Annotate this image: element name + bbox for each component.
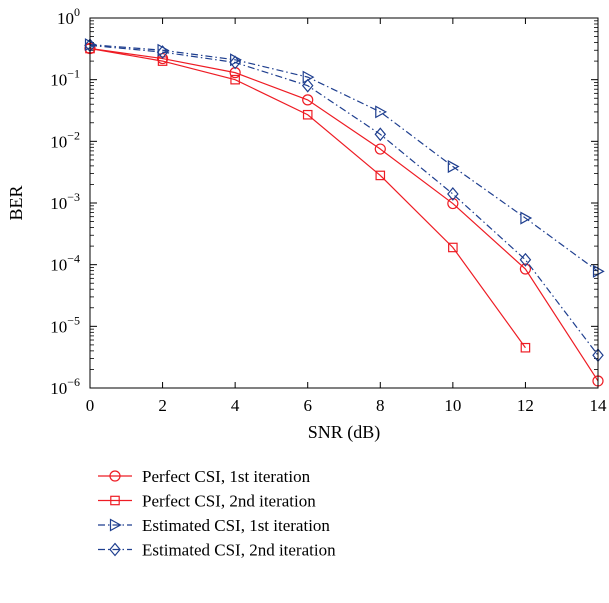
data-point-marker [520, 342, 531, 353]
x-tick-label: 6 [303, 396, 312, 415]
series-3 [84, 38, 605, 278]
legend-label: Estimated CSI, 2nd iteration [142, 541, 336, 560]
legend-item: Perfect CSI, 1st iteration [98, 467, 311, 486]
y-axis-label: BER [6, 185, 26, 220]
x-tick-label: 0 [86, 396, 95, 415]
data-point-marker [156, 45, 169, 60]
legend-item: Estimated CSI, 2nd iteration [98, 541, 336, 560]
data-point-marker [229, 55, 241, 70]
data-point-marker [447, 197, 459, 210]
y-tick-label: 10−4 [50, 252, 80, 275]
data-point-marker [374, 143, 386, 155]
x-tick-label: 2 [158, 396, 167, 415]
data-point-marker [157, 56, 168, 66]
x-tick-label: 4 [231, 396, 240, 415]
legend-marker [109, 518, 122, 532]
y-tick-label: 10−6 [50, 375, 80, 398]
x-tick-label: 10 [444, 396, 461, 415]
legend-marker [109, 470, 121, 482]
series-4 [84, 38, 604, 363]
data-point-marker [301, 78, 314, 93]
x-tick-label: 12 [517, 396, 534, 415]
axis-tick-labels: 0 2 4 6 8 10 12 14 100 10−1 10−2 10−3 10−4 10−5 10−6 [50, 5, 607, 415]
data-point-marker [520, 211, 533, 225]
data-point-marker [519, 263, 532, 275]
data-point-marker [302, 94, 314, 106]
y-tick-label: 10−1 [50, 67, 80, 90]
data-point-marker [447, 187, 459, 201]
y-tick-label: 10−2 [50, 128, 80, 151]
legend-label: Estimated CSI, 1st iteration [142, 516, 330, 535]
series-line [89, 47, 526, 349]
series-line [89, 44, 599, 356]
data-point-marker [447, 160, 460, 174]
y-tick-label: 10−3 [50, 190, 80, 213]
data-point-marker [375, 170, 386, 181]
legend-item: Estimated CSI, 1st iteration [98, 516, 330, 535]
x-tick-label: 8 [376, 396, 385, 415]
data-point-marker [375, 105, 388, 119]
legend-item: Perfect CSI, 2nd iteration [98, 492, 316, 511]
data-point-marker [519, 252, 532, 267]
axis-ticks [89, 17, 599, 389]
legend-label: Perfect CSI, 1st iteration [142, 467, 311, 486]
plot-frame [89, 17, 599, 389]
x-axis-label: SNR (dB) [308, 422, 381, 443]
series-2 [85, 43, 531, 353]
data-point-marker [302, 109, 313, 120]
series-line [89, 47, 599, 382]
series-line [89, 44, 599, 272]
x-tick-label: 14 [590, 396, 608, 415]
data-point-marker [374, 127, 387, 142]
legend-marker [110, 495, 120, 506]
y-tick-label: 100 [57, 5, 80, 28]
data-point-marker [448, 242, 458, 253]
legend: Perfect CSI, 1st iteration Perfect CSI, 2… [98, 467, 336, 560]
legend-label: Perfect CSI, 2nd iteration [142, 492, 316, 511]
series-group [84, 38, 605, 387]
data-point-marker [230, 74, 240, 85]
legend-marker [109, 542, 121, 557]
y-tick-label: 10−5 [50, 313, 80, 336]
